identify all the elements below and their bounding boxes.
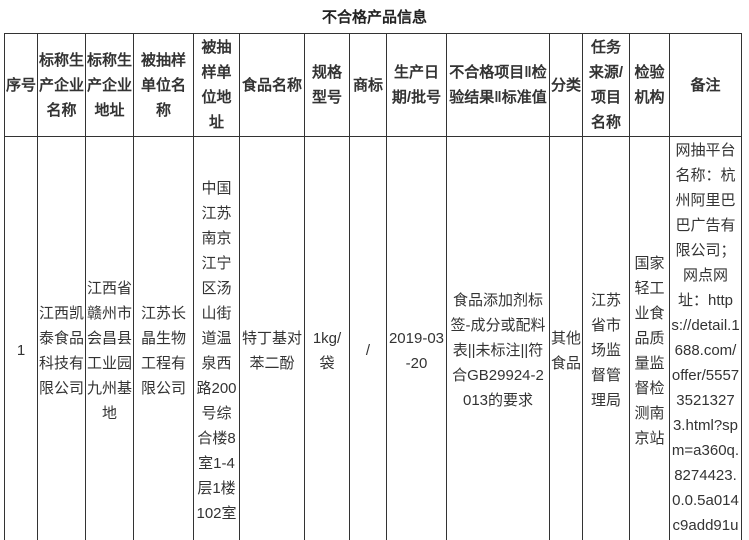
col-header-spec-model: 规格型号	[304, 33, 350, 137]
page-title: 不合格产品信息	[321, 9, 427, 26]
cell-food-name: 特丁基对苯二酚	[239, 136, 305, 540]
col-header-failed-item: 不合格项目‖检验结果‖标准值	[446, 33, 550, 137]
cell-remarks: 网抽平台名称：杭州阿里巴巴广告有限公司； 网点网址：https://detail…	[669, 136, 742, 540]
table-row: 1 江西凯泰食品科技有限公司 江西省赣州市会昌县工业园九州基地 江苏长晶生物工程…	[4, 136, 742, 540]
col-header-producer-name: 标称生产企业名称	[37, 33, 86, 137]
col-header-sampled-unit-name: 被抽样单位名称	[133, 33, 194, 137]
cell-category: 其他食品	[549, 136, 583, 540]
col-header-inspection-agency: 检验机构	[629, 33, 670, 137]
col-header-producer-address: 标称生产企业地址	[85, 33, 134, 137]
nonconforming-product-table: 序号 标称生产企业名称 标称生产企业地址 被抽样单位名称 被抽样单位地址 食品名…	[4, 33, 742, 540]
cell-producer-name: 江西凯泰食品科技有限公司	[37, 136, 86, 540]
cell-task-source: 江苏省市场监督管理局	[582, 136, 630, 540]
cell-inspection-agency: 国家轻工业食品质量监督检测南京站	[629, 136, 670, 540]
col-header-category: 分类	[549, 33, 583, 137]
col-header-task-source: 任务来源/项目名称	[582, 33, 630, 137]
cell-trademark: /	[349, 136, 387, 540]
table-header-row: 序号 标称生产企业名称 标称生产企业地址 被抽样单位名称 被抽样单位地址 食品名…	[4, 33, 742, 137]
cell-spec-model: 1kg/袋	[304, 136, 350, 540]
col-header-food-name: 食品名称	[239, 33, 305, 137]
cell-producer-address: 江西省赣州市会昌县工业园九州基地	[85, 136, 134, 540]
cell-sampled-unit-name: 江苏长晶生物工程有限公司	[133, 136, 194, 540]
cell-failed-item: 食品添加剂标签-成分或配料表||未标注||符合GB29924-2013的要求	[446, 136, 550, 540]
col-header-serial-number: 序号	[4, 33, 38, 137]
col-header-production-date: 生产日期/批号	[386, 33, 447, 137]
cell-serial-number: 1	[4, 136, 38, 540]
cell-sampled-unit-address: 中国江苏南京江宁区汤山街道温泉西路200号综合楼8室1-4层1楼102室	[193, 136, 240, 540]
cell-production-date: 2019-03-20	[386, 136, 447, 540]
col-header-sampled-unit-address: 被抽样单位地址	[193, 33, 240, 137]
col-header-trademark: 商标	[349, 33, 387, 137]
col-header-remarks: 备注	[669, 33, 742, 137]
